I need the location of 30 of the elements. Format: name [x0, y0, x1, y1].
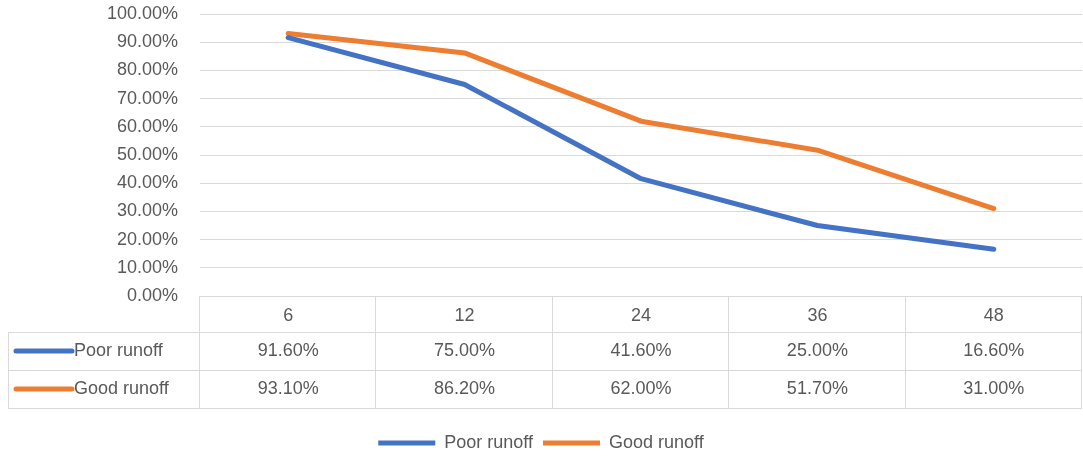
- y-tick-label: 70.00%: [116, 87, 178, 108]
- legend-label: Good runoff: [74, 377, 170, 398]
- data-label: 91.60%: [257, 339, 319, 360]
- data-label: 41.60%: [610, 339, 672, 360]
- data-label: 51.70%: [786, 377, 848, 398]
- y-tick-label: 20.00%: [116, 228, 178, 249]
- y-tick-label: 90.00%: [116, 31, 178, 52]
- y-tick-label: 40.00%: [116, 172, 178, 193]
- y-tick-label: 60.00%: [116, 115, 178, 136]
- text: Poor runoff: [444, 431, 533, 452]
- y-tick-label: 50.00%: [116, 143, 178, 164]
- x-tick-label: 24: [630, 304, 652, 325]
- data-label: 93.10%: [257, 377, 319, 398]
- data-label: 31.00%: [963, 377, 1025, 398]
- x-tick-label: 6: [283, 304, 294, 325]
- data-label: 62.00%: [610, 377, 672, 398]
- data-label: 86.20%: [434, 377, 496, 398]
- text: Good runoff: [608, 431, 704, 452]
- data-label: 75.00%: [434, 339, 496, 360]
- y-tick-label: 30.00%: [116, 200, 178, 221]
- x-tick-label: 12: [454, 304, 475, 325]
- y-tick-label: 0.00%: [126, 284, 178, 305]
- x-tick-label: 36: [807, 304, 828, 325]
- y-tick-label: 10.00%: [116, 256, 178, 277]
- legend-label: Poor runoff: [74, 339, 164, 360]
- data-label: 16.60%: [963, 339, 1025, 360]
- data-label: 25.00%: [786, 339, 848, 360]
- y-tick-label: 80.00%: [116, 59, 178, 80]
- x-tick-label: 48: [983, 304, 1004, 325]
- y-tick-label: 100.00%: [106, 2, 178, 23]
